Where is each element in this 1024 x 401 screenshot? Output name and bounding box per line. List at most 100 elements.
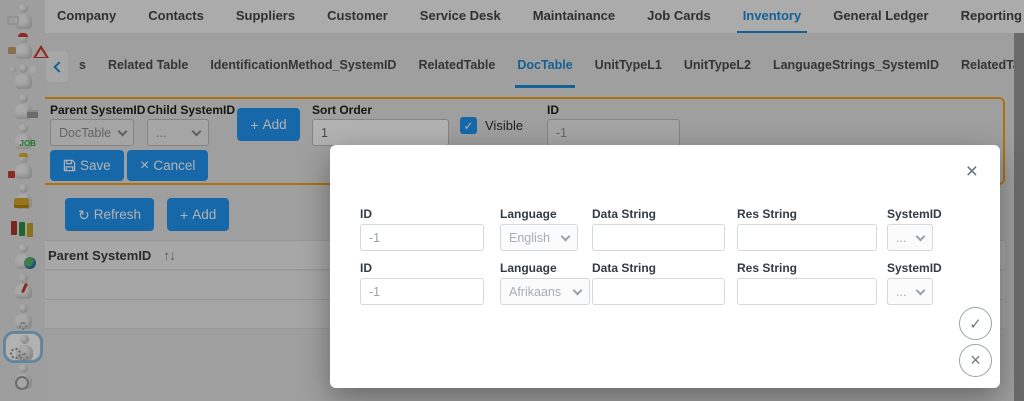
dialog-id-field-row2: ID [360, 261, 484, 305]
data-string-label: Data String [592, 261, 657, 275]
language-value: English [509, 230, 550, 245]
floppy-save-icon [63, 159, 76, 172]
language-select[interactable]: English [500, 224, 578, 251]
nav-item-maintainance[interactable]: Maintainance [532, 8, 616, 23]
gear-shape [19, 353, 28, 361]
systemid-select[interactable]: ... [887, 224, 933, 251]
systemid-select[interactable]: ... [887, 278, 933, 305]
nav-item-reporting[interactable]: Reporting [960, 8, 1022, 23]
parent-systemid-field: Parent SystemID DocTable [50, 103, 145, 146]
save-button[interactable]: Save [50, 150, 124, 181]
tab-truncated[interactable]: s [79, 58, 86, 72]
language-select[interactable]: Afrikaans [500, 278, 590, 305]
child-systemid-select[interactable]: ... [147, 119, 209, 146]
visible-field: ✓ Visible [460, 117, 523, 134]
res-string-input[interactable] [737, 224, 877, 251]
refresh-icon: ↻ [78, 206, 90, 223]
extra-heads-shape [8, 66, 16, 73]
shopping-cart-figure-icon[interactable] [5, 3, 41, 31]
tab-identificationmethod-systemid[interactable]: IdentificationMethod_SystemID [210, 58, 397, 72]
ledger-books-icon[interactable] [5, 213, 41, 241]
add-child-button[interactable]: + Add [237, 108, 300, 141]
id-label: ID [547, 103, 559, 117]
nav-item-contacts[interactable]: Contacts [148, 8, 204, 23]
nav-item-service-desk[interactable]: Service Desk [419, 8, 501, 23]
worker-figure-icon[interactable] [5, 153, 41, 181]
nav-item-inventory-active[interactable]: Inventory [736, 0, 808, 33]
clock-shape [14, 376, 29, 390]
tab-relatedtable-1[interactable]: RelatedTable [418, 58, 496, 72]
sort-order-label: Sort Order [312, 103, 373, 117]
chevron-down-icon [915, 285, 926, 295]
dialog-res-string-field-row2: Res String [737, 261, 877, 305]
language-value: Afrikaans [509, 284, 562, 299]
parent-systemid-select[interactable]: DocTable [50, 119, 134, 146]
delivery-figure-icon[interactable] [5, 33, 41, 61]
res-string-label: Res String [737, 207, 798, 221]
data-string-input[interactable] [592, 278, 725, 305]
red-cap-shape [17, 33, 28, 37]
right-edge-panel [1014, 33, 1024, 401]
data-string-label: Data String [592, 207, 657, 221]
visible-checkbox-checked[interactable]: ✓ [460, 117, 477, 134]
sort-order-input[interactable] [312, 119, 449, 146]
computer-figure-icon[interactable] [5, 93, 41, 121]
job-search-figure-icon[interactable]: JOB [5, 123, 41, 151]
save-button-label: Save [80, 158, 111, 173]
res-string-label: Res String [737, 261, 798, 275]
job-text: JOB [19, 139, 36, 148]
nav-item-suppliers[interactable]: Suppliers [235, 8, 296, 23]
globe-figure-icon[interactable] [5, 243, 41, 271]
add-row-button-label: Add [192, 207, 217, 222]
tab-relatedtable-2[interactable]: RelatedTable [960, 58, 1024, 72]
tabstrip-scroll-left-button[interactable] [46, 51, 68, 82]
systemid-value: ... [896, 230, 907, 245]
box-shape [7, 47, 16, 54]
check-icon: ✓ [969, 315, 982, 333]
gears-figure-icon-selected[interactable] [4, 333, 41, 361]
plus-icon: + [180, 206, 189, 223]
dialog-confirm-button[interactable]: ✓ [959, 307, 992, 340]
gear-shape [9, 348, 21, 359]
tab-unittypel1[interactable]: UnitTypeL1 [594, 58, 662, 72]
top-nav: Company Contacts Suppliers Customer Serv… [45, 0, 1024, 33]
id-input[interactable] [360, 224, 484, 251]
chevron-down-icon [915, 231, 926, 241]
coins-figure-icon[interactable] [5, 183, 41, 211]
child-systemid-value: ... [156, 125, 167, 140]
people-group-figure-icon[interactable] [5, 63, 41, 91]
add-row-button[interactable]: + Add [167, 198, 230, 231]
dialog-language-field-row1: Language English [500, 207, 578, 251]
warning-triangle-icon [33, 45, 49, 58]
child-systemid-field: Child SystemID ... [147, 103, 235, 146]
dialog-id-field-row1: ID [360, 207, 484, 251]
nav-item-customer[interactable]: Customer [327, 8, 388, 23]
tab-languagestrings-systemid[interactable]: LanguageStrings_SystemID [772, 58, 939, 72]
id-input[interactable] [360, 278, 484, 305]
dialog-cancel-button[interactable]: × [959, 344, 992, 377]
language-label: Language [500, 261, 557, 275]
nav-item-company[interactable]: Company [57, 8, 117, 23]
gears-small-figure-icon[interactable] [5, 303, 41, 331]
grid-toolbar: ↻ Refresh + Add [65, 198, 230, 231]
nav-item-general-ledger[interactable]: General Ledger [833, 8, 929, 23]
res-string-input[interactable] [737, 278, 877, 305]
dialog-data-string-field-row2: Data String [592, 261, 725, 305]
data-string-input[interactable] [592, 224, 725, 251]
cancel-button[interactable]: × Cancel [127, 150, 209, 181]
sort-order-field: Sort Order [312, 103, 449, 146]
grid-column-parent-systemid[interactable]: Parent SystemID [48, 247, 152, 263]
tab-doctable-active[interactable]: DocTable [515, 45, 575, 88]
report-figure-icon[interactable] [5, 273, 41, 301]
clock-figure-icon[interactable] [5, 363, 41, 391]
dialog-close-icon[interactable]: × [965, 160, 978, 183]
plus-icon: + [250, 116, 259, 133]
refresh-button[interactable]: ↻ Refresh [65, 198, 155, 231]
tab-related-table[interactable]: Related Table [107, 58, 189, 72]
sort-arrows-icon[interactable]: ↑↓ [163, 247, 175, 263]
toolbox-shape [7, 171, 15, 178]
nav-item-job-cards[interactable]: Job Cards [647, 8, 711, 23]
tab-unittypel2[interactable]: UnitTypeL2 [683, 58, 751, 72]
app-sidebar: JOB [0, 0, 45, 401]
systemid-label: SystemID [887, 207, 942, 221]
